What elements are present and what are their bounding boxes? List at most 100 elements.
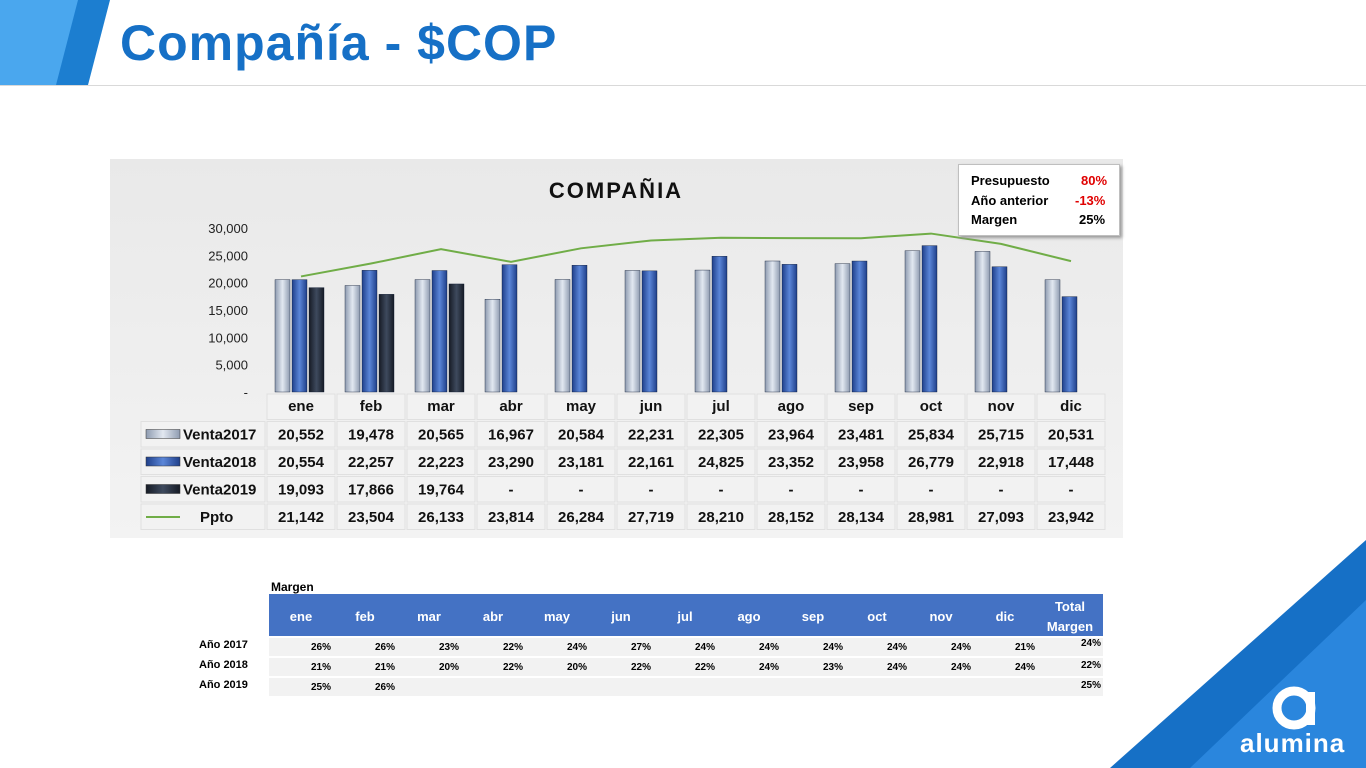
category-label: oct	[920, 398, 943, 415]
margin-table-header: ene feb mar abr may jun jul ago sep oct nov dic Tota…	[269, 594, 1103, 636]
bar-venta2017	[484, 299, 501, 393]
category-label: ago	[778, 398, 805, 415]
table-cell	[826, 503, 896, 530]
margin-header-month: mar	[417, 609, 441, 624]
data-label: 27,719	[628, 509, 674, 526]
data-label: 23,290	[488, 454, 534, 471]
bar-venta2018	[571, 265, 588, 393]
data-label: 20,531	[1048, 427, 1094, 444]
data-label: 23,481	[838, 427, 884, 444]
bar-venta2019	[378, 294, 395, 393]
data-label: 22,305	[698, 427, 744, 444]
bar-venta2018	[851, 260, 868, 393]
data-label: -	[999, 482, 1004, 499]
margin-cell: 24%	[950, 662, 971, 673]
table-cell	[1036, 476, 1106, 503]
data-label: 17,866	[348, 482, 394, 499]
table-cell	[826, 393, 896, 420]
margin-cell: 20%	[438, 662, 459, 673]
data-label: 20,554	[278, 454, 325, 471]
table-cell	[546, 421, 616, 448]
margin-cell: 22%	[630, 662, 651, 673]
data-label: 19,764	[418, 482, 465, 499]
margin-cell: 24%	[886, 662, 907, 673]
data-label: 28,981	[908, 509, 954, 526]
data-label: -	[509, 482, 514, 499]
table-cell	[686, 393, 756, 420]
data-label: 16,967	[488, 427, 534, 444]
margin-cell: 23%	[822, 662, 843, 673]
bar-venta2018	[501, 264, 518, 393]
category-label: jun	[639, 398, 663, 415]
category-label: feb	[360, 398, 383, 415]
margin-header-month: nov	[929, 609, 953, 624]
data-label: 22,231	[628, 427, 674, 444]
kpi-value: -13%	[1075, 193, 1106, 208]
table-cell	[756, 503, 826, 530]
table-cell	[266, 421, 336, 448]
chart-panel: COMPAÑIA - 5,000 10,000 15,000 20,000 25,000 30…	[110, 159, 1123, 538]
table-cell	[266, 448, 336, 475]
table-cell	[896, 421, 966, 448]
margin-header-month: may	[543, 609, 571, 624]
y-tick-label: 20,000	[208, 276, 248, 291]
data-label: 23,964	[768, 427, 815, 444]
table-cell	[1036, 421, 1106, 448]
category-label: sep	[848, 398, 874, 415]
margin-cell: 21%	[374, 662, 395, 673]
table-cell	[406, 421, 476, 448]
bar-venta2018	[711, 256, 728, 393]
data-label: 19,093	[278, 482, 324, 499]
margin-cell: 25%	[310, 682, 331, 693]
y-tick-label: 15,000	[208, 303, 248, 318]
table-cell	[476, 421, 546, 448]
bar-venta2017	[344, 285, 361, 393]
table-cell	[546, 448, 616, 475]
table-cell	[266, 476, 336, 503]
category-label: abr	[499, 398, 523, 415]
series-name: Venta2019	[183, 482, 256, 499]
table-cell	[896, 448, 966, 475]
margin-table-title: Margen	[271, 580, 314, 594]
margin-total-cell: 25%	[1080, 680, 1101, 691]
data-label: -	[789, 482, 794, 499]
kpi-value: 25%	[1079, 212, 1106, 227]
alumina-logo	[1110, 540, 1366, 768]
table-cell	[756, 476, 826, 503]
margin-row-label: Año 2017	[199, 639, 248, 651]
margin-cell: 21%	[1014, 642, 1035, 653]
margin-cell: 22%	[502, 642, 523, 653]
table-cell	[476, 448, 546, 475]
table-cell	[476, 503, 546, 530]
margin-row-label: Año 2019	[199, 679, 248, 691]
bar-venta2018	[431, 270, 448, 393]
data-label: 25,715	[978, 427, 1024, 444]
data-label: 17,448	[1048, 454, 1094, 471]
bar-venta2018	[781, 264, 798, 393]
margin-total-cell: 24%	[1080, 638, 1101, 649]
data-label: 28,210	[698, 509, 744, 526]
kpi-margen: Margen 25%	[971, 212, 1105, 227]
margin-header-month: ene	[289, 609, 313, 624]
table-cell	[966, 448, 1036, 475]
data-label: 22,257	[348, 454, 394, 471]
margin-cell: 24%	[886, 642, 907, 653]
table-cell	[756, 448, 826, 475]
data-label: 26,284	[558, 509, 605, 526]
bar-venta2018	[361, 270, 378, 393]
legend-key-venta2018	[145, 456, 181, 467]
bar-venta2017	[554, 279, 571, 393]
table-cell	[686, 476, 756, 503]
margin-cell: 24%	[758, 642, 779, 653]
margin-cell: 22%	[502, 662, 523, 673]
table-cell	[756, 393, 826, 420]
category-label: nov	[988, 398, 1015, 415]
table-cell	[826, 476, 896, 503]
data-label: 22,161	[628, 454, 674, 471]
data-label: 26,133	[418, 509, 464, 526]
bar-venta2017	[274, 279, 291, 393]
table-cell	[616, 476, 686, 503]
margin-cell: 24%	[566, 642, 587, 653]
table-cell	[826, 448, 896, 475]
margin-cell: 23%	[438, 642, 459, 653]
